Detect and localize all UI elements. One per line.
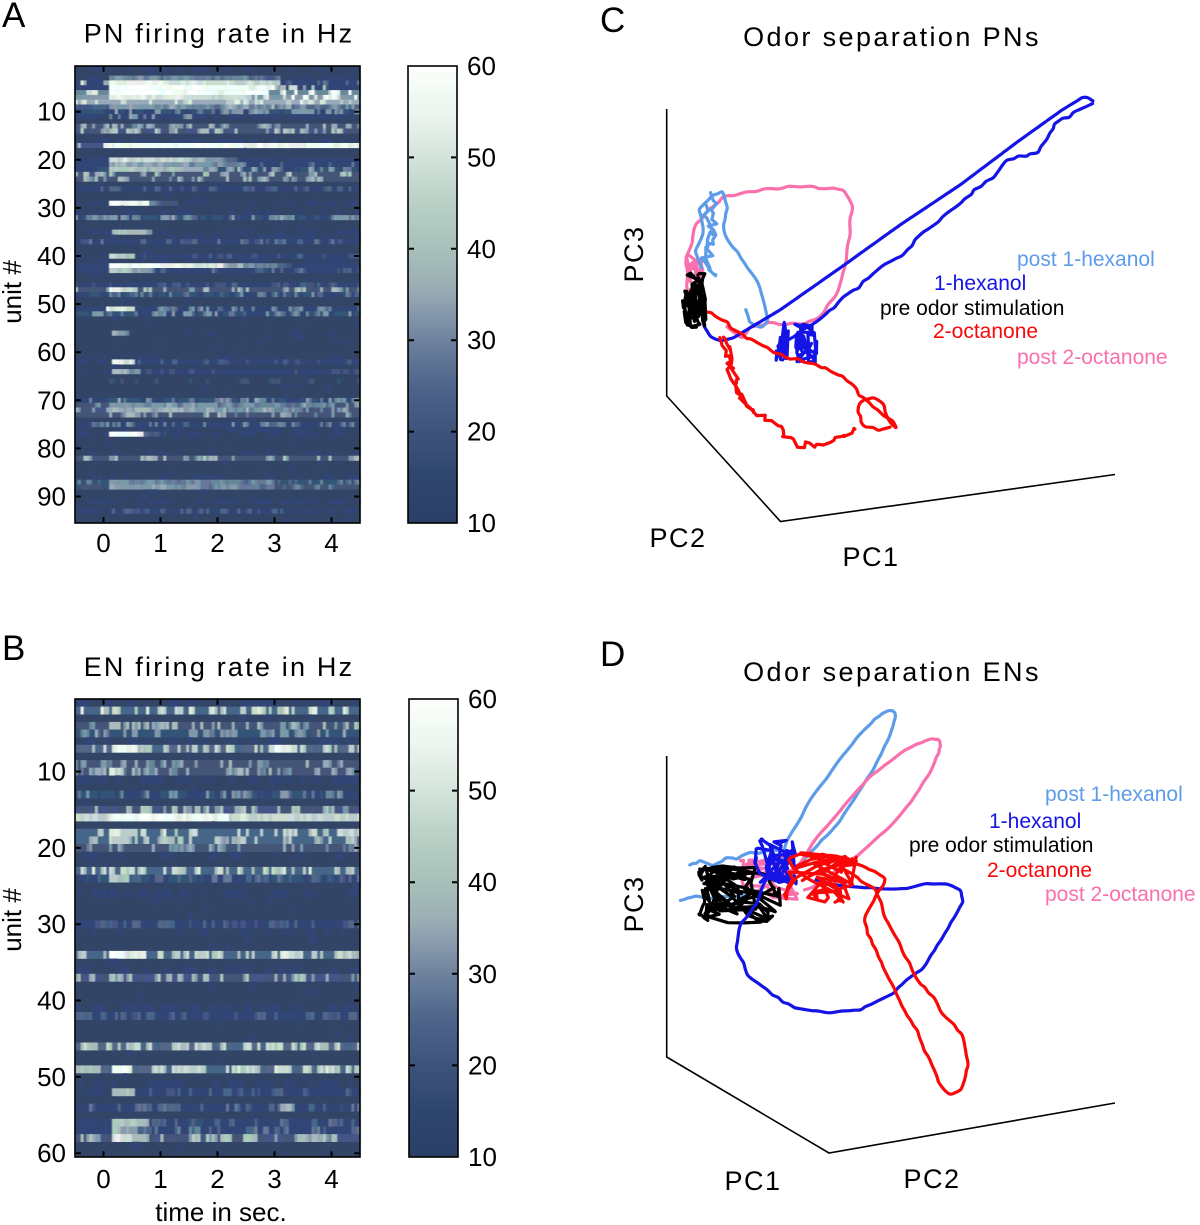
- svg-text:post 1-hexanol: post 1-hexanol: [1045, 783, 1183, 806]
- svg-text:2-octanone: 2-octanone: [987, 859, 1092, 882]
- svg-text:60: 60: [37, 1138, 66, 1168]
- svg-text:0: 0: [96, 1164, 110, 1194]
- svg-text:2-octanone: 2-octanone: [933, 320, 1038, 343]
- svg-text:2: 2: [210, 1164, 224, 1194]
- svg-text:PC2: PC2: [903, 1164, 960, 1194]
- svg-text:pre odor stimulation: pre odor stimulation: [909, 834, 1093, 857]
- svg-text:EN firing rate in Hz: EN firing rate in Hz: [84, 652, 355, 682]
- svg-text:2: 2: [210, 528, 224, 558]
- svg-text:0: 0: [96, 528, 110, 558]
- svg-text:40: 40: [37, 986, 66, 1016]
- svg-text:PC3: PC3: [619, 225, 649, 282]
- svg-text:3: 3: [267, 1164, 281, 1194]
- svg-text:60: 60: [37, 337, 66, 367]
- svg-text:post 2-octanone: post 2-octanone: [1017, 346, 1168, 369]
- svg-text:20: 20: [467, 417, 496, 447]
- svg-text:10: 10: [468, 1142, 497, 1172]
- svg-text:A: A: [2, 0, 26, 35]
- svg-text:1: 1: [153, 1164, 167, 1194]
- svg-text:PC1: PC1: [724, 1166, 781, 1196]
- svg-text:unit #: unit #: [0, 888, 27, 952]
- svg-text:unit #: unit #: [0, 260, 27, 324]
- svg-text:B: B: [2, 629, 25, 668]
- svg-text:40: 40: [467, 234, 496, 264]
- svg-text:20: 20: [468, 1050, 497, 1080]
- svg-text:PC2: PC2: [649, 523, 706, 553]
- svg-text:PN firing rate in Hz: PN firing rate in Hz: [84, 19, 355, 49]
- svg-text:10: 10: [467, 508, 496, 538]
- svg-text:50: 50: [37, 289, 66, 319]
- svg-text:4: 4: [324, 1164, 338, 1194]
- svg-text:1: 1: [153, 528, 167, 558]
- svg-text:50: 50: [467, 142, 496, 172]
- svg-text:30: 30: [37, 193, 66, 223]
- svg-text:1-hexanol: 1-hexanol: [989, 810, 1081, 833]
- svg-text:post 1-hexanol: post 1-hexanol: [1017, 248, 1155, 271]
- svg-text:PC3: PC3: [619, 875, 649, 932]
- svg-text:50: 50: [37, 1062, 66, 1092]
- svg-text:D: D: [600, 635, 625, 674]
- svg-text:C: C: [600, 1, 625, 40]
- svg-text:90: 90: [37, 482, 66, 512]
- svg-text:10: 10: [37, 757, 66, 787]
- svg-text:PC1: PC1: [842, 542, 899, 572]
- svg-text:30: 30: [468, 959, 497, 989]
- svg-text:post 2-octanone: post 2-octanone: [1045, 883, 1196, 906]
- svg-text:1-hexanol: 1-hexanol: [934, 272, 1026, 295]
- svg-text:80: 80: [37, 433, 66, 463]
- svg-text:Odor separation PNs: Odor separation PNs: [743, 22, 1041, 52]
- svg-text:3: 3: [267, 528, 281, 558]
- svg-text:60: 60: [468, 684, 497, 714]
- svg-text:60: 60: [467, 51, 496, 81]
- svg-text:10: 10: [37, 97, 66, 127]
- svg-text:20: 20: [37, 833, 66, 863]
- svg-text:70: 70: [37, 385, 66, 415]
- svg-text:50: 50: [468, 776, 497, 806]
- svg-text:30: 30: [37, 909, 66, 939]
- svg-text:4: 4: [324, 528, 338, 558]
- svg-text:pre odor stimulation: pre odor stimulation: [880, 297, 1064, 320]
- svg-text:Odor separation ENs: Odor separation ENs: [743, 657, 1041, 687]
- svg-text:20: 20: [37, 145, 66, 175]
- svg-text:time in sec.: time in sec.: [155, 1197, 287, 1225]
- svg-text:40: 40: [468, 867, 497, 897]
- svg-text:40: 40: [37, 241, 66, 271]
- svg-text:30: 30: [467, 325, 496, 355]
